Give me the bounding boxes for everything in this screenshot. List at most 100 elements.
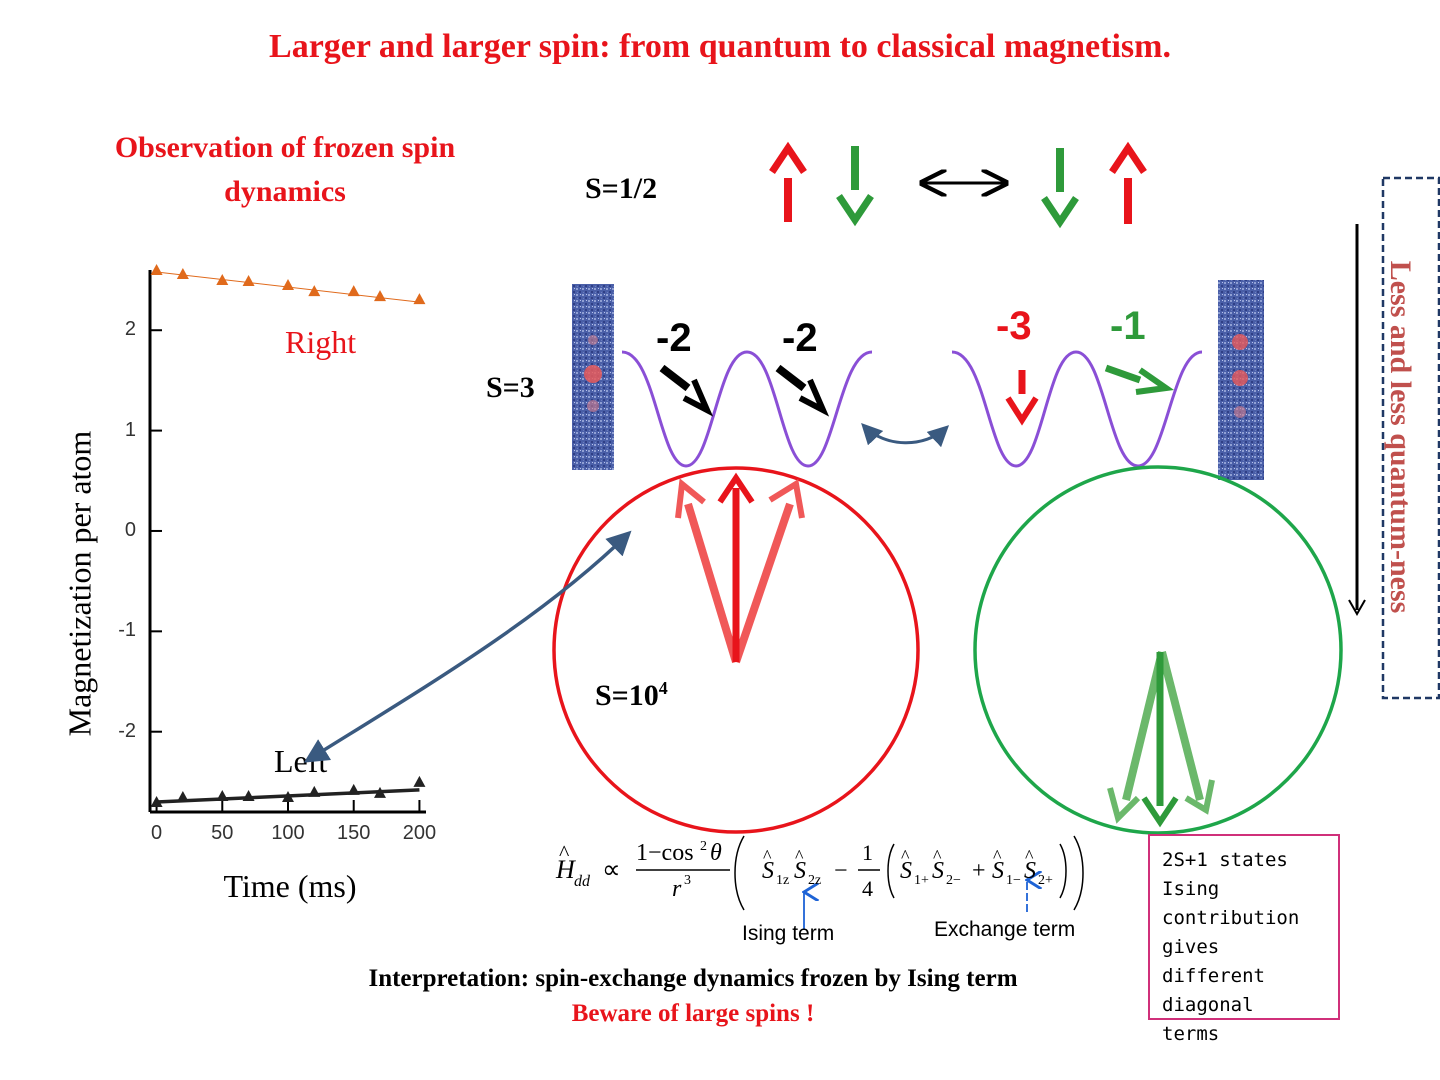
svg-text:S: S — [1024, 858, 1036, 884]
data-point-right — [374, 290, 386, 302]
data-point-left — [374, 786, 386, 798]
data-point-left — [176, 790, 189, 802]
classical-spin-circle-green — [973, 465, 1343, 835]
svg-text:^: ^ — [901, 846, 910, 866]
svg-text:2−: 2− — [946, 873, 961, 888]
svg-text:^: ^ — [559, 840, 570, 865]
x-tick-label: 200 — [402, 822, 437, 844]
interpretation-text: Interpretation: spin-exchange dynamics f… — [368, 965, 1018, 992]
spin-large-base: S=10 — [595, 679, 659, 712]
quantumness-label: Less and less quantum-ness — [1384, 260, 1417, 614]
data-point-left — [413, 775, 426, 787]
svg-text:1−cos: 1−cos — [636, 840, 694, 866]
down-arrow-icon — [1005, 370, 1039, 426]
svg-text:^: ^ — [993, 846, 1002, 866]
svg-text:θ: θ — [710, 840, 722, 866]
well-number: -3 — [996, 304, 1032, 348]
data-point-left — [282, 790, 294, 802]
data-point-right — [242, 275, 255, 287]
y-tick-label: -2 — [118, 719, 136, 742]
subtitle-line-1: Observation of frozen spin — [114, 131, 456, 164]
classical-spin-up-arrows — [675, 472, 805, 664]
svg-text:^: ^ — [795, 846, 804, 866]
spin-half-pair-right — [1041, 141, 1147, 229]
y-tick-label: 1 — [124, 418, 136, 441]
svg-text:S: S — [762, 858, 774, 884]
atom-image-left — [572, 284, 614, 470]
spin-half-pair-left — [769, 141, 874, 227]
x-tick-label: 0 — [151, 822, 163, 844]
atom-image-right — [1218, 280, 1264, 480]
data-point-right — [176, 268, 189, 280]
data-point-left — [347, 783, 360, 795]
classical-spin-down-arrows — [1107, 651, 1215, 828]
down-arrow-icon — [1348, 224, 1366, 617]
svg-text:S: S — [992, 858, 1004, 884]
data-point-right — [216, 274, 229, 286]
svg-text:1−: 1− — [1006, 873, 1021, 888]
well-number: -2 — [656, 316, 692, 360]
svg-text:2z: 2z — [808, 873, 821, 888]
note-line: gives different — [1162, 936, 1265, 987]
chart-plot-area — [148, 264, 426, 814]
tilted-spin-arrow-icon — [1104, 364, 1175, 395]
svg-text:S: S — [900, 858, 912, 884]
note-line: contribution — [1162, 907, 1300, 929]
series-label-right: Right — [285, 324, 357, 360]
exchange-arrow-icon — [861, 422, 950, 448]
note-line: diagonal — [1162, 994, 1254, 1016]
svg-text:S: S — [932, 858, 944, 884]
data-point-left — [242, 789, 255, 801]
data-point-left — [150, 795, 163, 807]
tilted-spin-arrow-icon — [659, 364, 714, 417]
svg-text:dd: dd — [574, 873, 591, 890]
note-line: terms — [1162, 1023, 1220, 1045]
spin-large-label: S=104 — [595, 678, 668, 713]
svg-text:H: H — [555, 855, 576, 884]
data-point-right — [347, 285, 360, 297]
svg-text:S: S — [794, 858, 806, 884]
spin-half-label: S=1/2 — [585, 172, 658, 205]
up-arrow-icon — [1109, 141, 1147, 224]
svg-text:^: ^ — [763, 846, 772, 866]
y-tick-label: -1 — [118, 619, 136, 642]
svg-text:^: ^ — [1025, 846, 1034, 866]
data-point-right — [282, 279, 294, 291]
spin-large-exponent: 4 — [658, 678, 668, 698]
tilted-spin-arrow-icon — [775, 364, 830, 417]
svg-text:1+: 1+ — [914, 873, 929, 888]
svg-text:2+: 2+ — [1038, 873, 1053, 888]
svg-text:1: 1 — [862, 840, 873, 865]
y-tick-label: 2 — [124, 318, 136, 341]
svg-text:+: + — [972, 858, 986, 884]
x-tick-label: 150 — [337, 822, 371, 844]
y-tick-label: 0 — [124, 518, 136, 541]
well-number: -1 — [1110, 304, 1146, 348]
svg-text:r: r — [672, 876, 682, 902]
double-well-left — [621, 350, 873, 468]
x-tick-label: 100 — [271, 822, 305, 844]
note-line: 2S+1 states — [1162, 849, 1288, 871]
svg-text:1z: 1z — [776, 873, 789, 888]
slide-title: Larger and larger spin: from quantum to … — [269, 28, 1171, 65]
chart-x-axis-label: Time (ms) — [223, 868, 357, 904]
double-well-right — [951, 350, 1203, 468]
svg-text:−: − — [834, 858, 848, 884]
svg-text:4: 4 — [862, 876, 873, 901]
spin-three-label: S=3 — [486, 371, 535, 404]
x-tick-label: 50 — [211, 822, 234, 844]
well-number: -2 — [782, 316, 818, 360]
states-note-box: 2S+1 states Ising contribution gives dif… — [1148, 834, 1340, 1045]
ising-term-label: Ising term — [742, 922, 835, 945]
data-point-left — [308, 785, 321, 797]
svg-text:∝: ∝ — [602, 855, 621, 884]
svg-text:^: ^ — [933, 846, 942, 866]
svg-text:2: 2 — [700, 839, 707, 854]
quantumness-box — [1381, 176, 1440, 700]
data-point-right — [308, 285, 321, 297]
dipolar-hamiltonian: H ^ dd ∝ 1−cos 2 θ r 3 S ^ 1z S ^ 2z − 1… — [555, 835, 1084, 911]
beware-text: Beware of large spins ! — [571, 1000, 815, 1027]
data-point-right — [413, 293, 426, 305]
